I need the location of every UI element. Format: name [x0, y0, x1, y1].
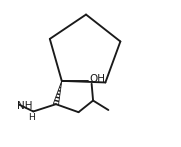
- Text: OH: OH: [89, 74, 106, 84]
- Text: NH: NH: [17, 101, 33, 111]
- Text: H: H: [28, 113, 35, 122]
